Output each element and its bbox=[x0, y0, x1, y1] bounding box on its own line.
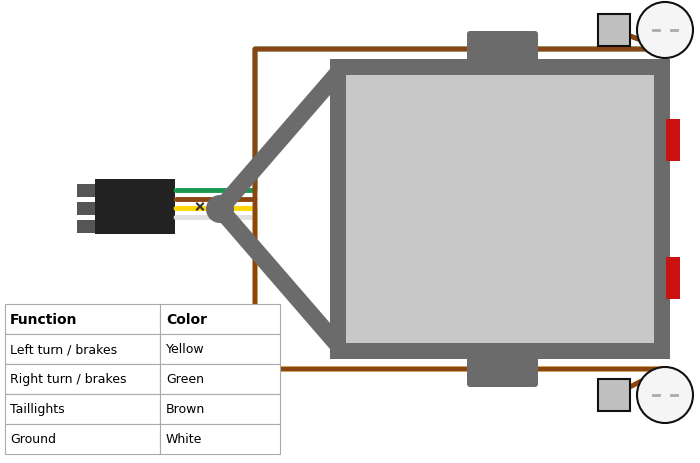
Text: Right turn / brakes: Right turn / brakes bbox=[10, 373, 127, 386]
Circle shape bbox=[637, 367, 693, 423]
FancyBboxPatch shape bbox=[160, 304, 280, 334]
FancyBboxPatch shape bbox=[160, 424, 280, 454]
FancyBboxPatch shape bbox=[598, 15, 630, 47]
Text: White: White bbox=[166, 432, 202, 445]
Circle shape bbox=[206, 195, 234, 224]
Text: Color: Color bbox=[166, 313, 207, 326]
FancyBboxPatch shape bbox=[598, 379, 630, 411]
FancyBboxPatch shape bbox=[5, 364, 160, 394]
FancyBboxPatch shape bbox=[5, 424, 160, 454]
Polygon shape bbox=[220, 70, 330, 223]
FancyBboxPatch shape bbox=[77, 220, 95, 233]
Polygon shape bbox=[220, 197, 330, 349]
FancyBboxPatch shape bbox=[666, 120, 680, 162]
Text: Yellow: Yellow bbox=[166, 343, 204, 356]
FancyBboxPatch shape bbox=[77, 203, 95, 216]
FancyBboxPatch shape bbox=[95, 180, 175, 234]
Text: Ground: Ground bbox=[10, 432, 56, 445]
Circle shape bbox=[637, 3, 693, 59]
FancyBboxPatch shape bbox=[5, 334, 160, 364]
Text: Taillights: Taillights bbox=[10, 403, 64, 416]
FancyBboxPatch shape bbox=[160, 394, 280, 424]
FancyBboxPatch shape bbox=[666, 257, 680, 300]
Text: Left turn / brakes: Left turn / brakes bbox=[10, 343, 117, 356]
FancyBboxPatch shape bbox=[330, 60, 670, 359]
FancyBboxPatch shape bbox=[160, 334, 280, 364]
FancyBboxPatch shape bbox=[5, 394, 160, 424]
Text: Function: Function bbox=[10, 313, 78, 326]
FancyBboxPatch shape bbox=[5, 304, 160, 334]
FancyBboxPatch shape bbox=[346, 76, 654, 343]
Text: Brown: Brown bbox=[166, 403, 205, 416]
FancyBboxPatch shape bbox=[160, 364, 280, 394]
Text: Green: Green bbox=[166, 373, 204, 386]
FancyBboxPatch shape bbox=[467, 356, 538, 387]
FancyBboxPatch shape bbox=[77, 185, 95, 198]
FancyBboxPatch shape bbox=[467, 32, 538, 63]
